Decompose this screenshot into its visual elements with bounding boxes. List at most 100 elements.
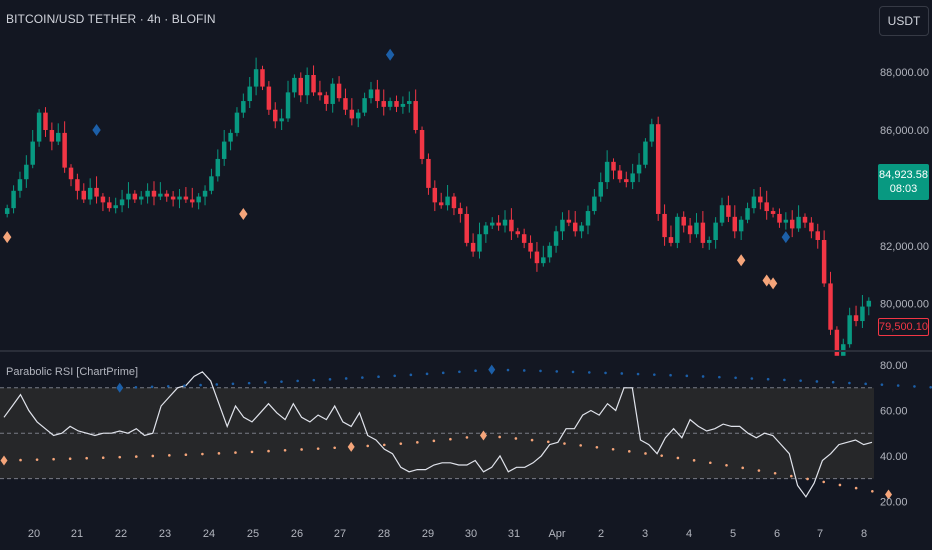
candle <box>279 108 284 130</box>
candle <box>694 213 699 238</box>
rsi-sar-bear-dot <box>555 370 559 373</box>
candle <box>56 123 61 146</box>
rsi-sar-bull-dot <box>854 486 858 490</box>
rsi-line <box>3 371 873 498</box>
rsi-tick-label: 60.00 <box>880 406 908 418</box>
candle-body <box>100 196 106 203</box>
candle <box>381 89 386 116</box>
rsi-tick-label: 40.00 <box>880 451 908 463</box>
candle <box>566 210 572 227</box>
candle <box>119 189 125 213</box>
candle-body <box>809 222 814 232</box>
sar-bull-marker <box>239 207 248 220</box>
candle-body <box>202 190 208 197</box>
candle <box>592 189 597 215</box>
rsi-sar-bull-dot <box>134 455 138 458</box>
time-tick-label: 29 <box>422 528 434 540</box>
rsi-sar-bear-dot <box>474 369 477 373</box>
candle <box>368 81 374 104</box>
candle <box>700 211 706 249</box>
rsi-sar-bull-dot <box>871 489 874 493</box>
rsi-sar-bull-dot <box>757 469 761 472</box>
candle-body <box>94 187 99 197</box>
time-tick-label: 5 <box>730 528 736 540</box>
time-tick-label: 7 <box>817 528 823 540</box>
rsi-sar-bull-marker <box>347 441 355 452</box>
candle-body <box>553 231 559 246</box>
rsi-sar-bear-dot <box>734 376 737 380</box>
candle <box>36 109 42 147</box>
candle-body <box>764 202 769 212</box>
candle-body <box>145 190 150 197</box>
candle <box>796 205 801 232</box>
rsi-tick-label: 80.00 <box>880 360 908 372</box>
candle <box>202 185 208 206</box>
candle <box>764 190 769 220</box>
candle-body <box>560 219 565 232</box>
candle <box>228 129 233 151</box>
candle-body <box>745 208 750 220</box>
candle-body <box>534 251 540 264</box>
candle <box>866 297 872 316</box>
candle <box>292 74 297 98</box>
candle-body <box>266 86 272 110</box>
candle-body <box>311 75 316 93</box>
time-tick-label: 26 <box>291 528 303 540</box>
candle <box>24 155 29 188</box>
candle <box>758 187 763 210</box>
candle <box>158 182 163 201</box>
candle-body <box>668 237 674 243</box>
candle-body <box>662 213 667 238</box>
currency-button[interactable]: USDT <box>879 6 929 36</box>
rsi-sar-bull-dot <box>627 450 631 453</box>
candle <box>483 222 489 243</box>
candle-body <box>598 182 603 197</box>
candle <box>687 218 693 243</box>
rsi-sar-bull-dot <box>416 441 419 444</box>
candle <box>375 79 380 108</box>
candle <box>113 197 118 214</box>
rsi-sar-bull-dot <box>316 447 320 450</box>
candle <box>732 205 738 239</box>
rsi-sar-bear-dot <box>571 370 575 374</box>
indicator-title[interactable]: Parabolic RSI [ChartPrime] <box>6 366 139 378</box>
time-tick-label: 8 <box>861 528 867 540</box>
candle-body <box>738 219 744 232</box>
candle <box>738 216 744 240</box>
price-candles <box>2 48 872 356</box>
candle-body <box>43 112 48 130</box>
time-tick-label: 25 <box>247 528 259 540</box>
candle-body <box>336 83 342 99</box>
candle <box>828 271 833 335</box>
rsi-sar-bull-dot <box>465 436 469 439</box>
candle <box>617 165 623 183</box>
candle <box>241 93 246 118</box>
candle-body <box>113 205 118 209</box>
rsi-sar-bear-marker <box>488 364 496 375</box>
time-tick-label: 30 <box>465 528 477 540</box>
candle-body <box>477 234 482 252</box>
candle <box>496 215 501 231</box>
rsi-sar-bear-dot <box>766 377 770 381</box>
candle <box>821 230 827 287</box>
time-tick-label: 22 <box>115 528 127 540</box>
rsi-sar-bear-dot <box>587 371 591 374</box>
candle-body <box>177 196 182 200</box>
candle-body <box>726 205 731 217</box>
rsi-sar-bull-dot <box>151 454 155 458</box>
candle-body <box>643 141 648 165</box>
time-tick-label: 27 <box>334 528 346 540</box>
rsi-sar-bull-dot <box>300 448 303 451</box>
rsi-sar-bear-dot <box>913 385 916 388</box>
rsi-sar-bear-dot <box>718 375 721 379</box>
candle-body <box>407 101 412 104</box>
candle <box>502 210 508 233</box>
candle-body <box>36 112 42 142</box>
candle <box>604 150 610 190</box>
candle <box>304 67 310 104</box>
candle-body <box>158 193 163 197</box>
candle <box>802 213 808 228</box>
candle <box>30 130 35 169</box>
rsi-sar-bull-dot <box>692 459 696 462</box>
